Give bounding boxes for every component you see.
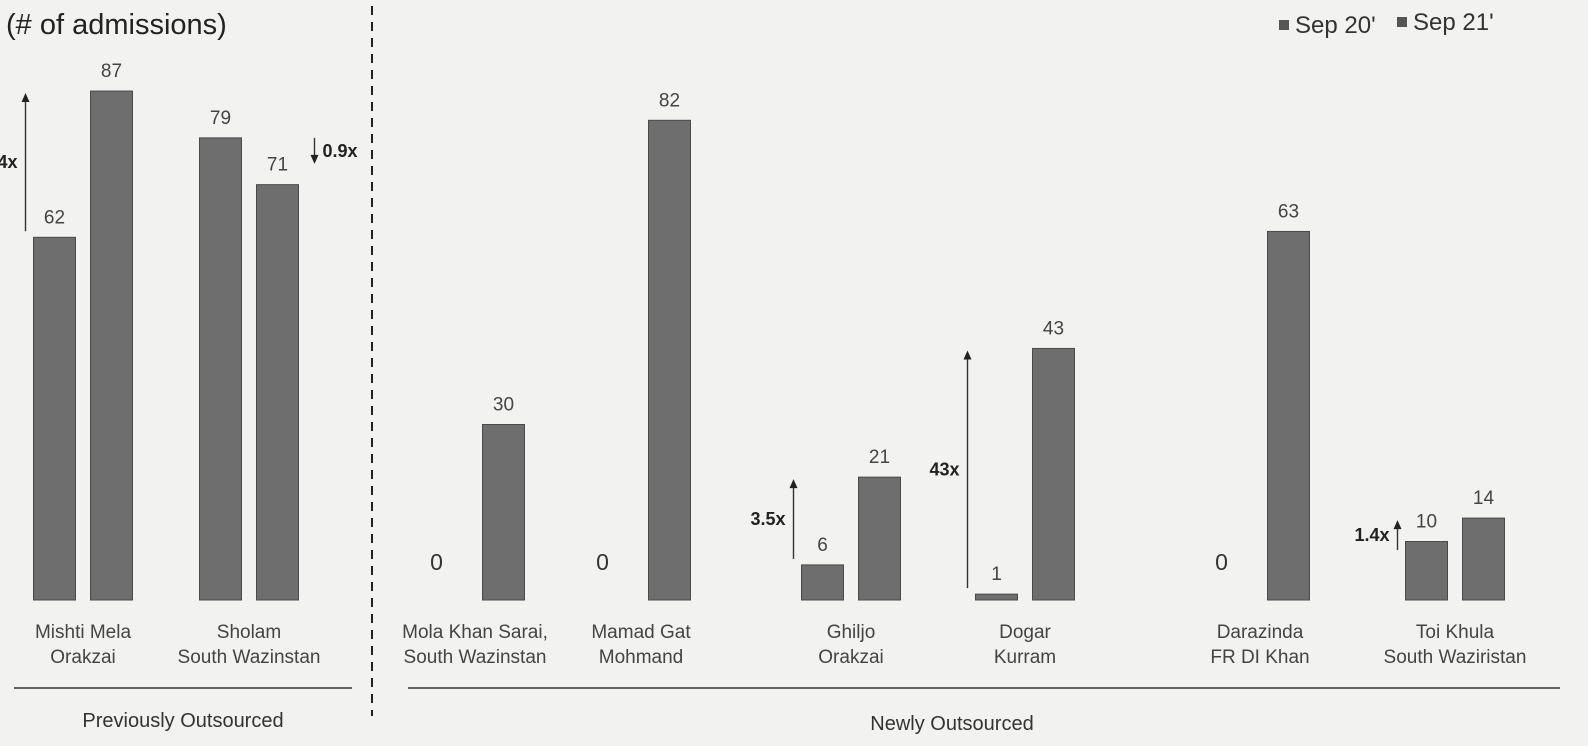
value-label-sep21-g0-c0: 87 bbox=[101, 61, 122, 82]
legend-swatch-sep20 bbox=[1279, 20, 1289, 30]
value-label-sep20-g1-c2: 6 bbox=[817, 535, 828, 556]
arrow-head-g0-c1 bbox=[310, 154, 319, 164]
bar-sep20-g0-c0 bbox=[33, 236, 76, 601]
value-label-sep20-g1-c3: 1 bbox=[991, 564, 1002, 585]
value-label-sep21-g1-c2: 21 bbox=[869, 447, 890, 468]
multiplier-label-g0-c0: 1.4x bbox=[0, 152, 18, 172]
category-label-line1-g1-c0: Mola Khan Sarai, bbox=[402, 622, 548, 643]
arrow-head-g0-c0 bbox=[21, 93, 30, 103]
bar-sep20-g0-c1 bbox=[199, 137, 242, 601]
legend-swatch-sep21 bbox=[1397, 17, 1407, 27]
bar-sep21-g0-c1 bbox=[256, 184, 299, 601]
bar-sep20-g1-c3 bbox=[975, 593, 1018, 601]
multiplier-label-g1-c3: 43x bbox=[929, 459, 959, 479]
category-label-line1-g1-c2: Ghiljo bbox=[827, 622, 876, 643]
category-label-line2-g1-c3: Kurram bbox=[994, 647, 1056, 668]
category-label-line2-g0-c1: South Wazinstan bbox=[178, 647, 321, 668]
bar-sep21-g1-c2 bbox=[858, 476, 901, 601]
value-label-sep20-g0-c0: 62 bbox=[44, 207, 65, 228]
group-label-newly: Newly Outsourced bbox=[870, 713, 1033, 735]
value-label-sep20-g0-c1: 79 bbox=[210, 108, 231, 129]
value-label-sep21-g1-c4: 63 bbox=[1278, 201, 1299, 222]
category-label-line1-g0-c1: Sholam bbox=[217, 622, 281, 643]
value-label-sep21-g1-c0: 30 bbox=[493, 395, 514, 416]
value-label-sep21-g1-c1: 82 bbox=[659, 90, 680, 111]
value-label-sep20-g1-c1: 0 bbox=[596, 549, 609, 575]
arrow-head-g1-c2 bbox=[789, 479, 798, 489]
category-label-line2-g1-c5: South Waziristan bbox=[1384, 647, 1527, 668]
bar-sep21-g1-c1 bbox=[648, 119, 691, 601]
legend-label-sep21: Sep 21' bbox=[1413, 9, 1494, 36]
bar-sep21-g1-c5 bbox=[1462, 517, 1505, 601]
category-label-line2-g1-c1: Mohmand bbox=[599, 647, 684, 668]
value-label-sep21-g1-c3: 43 bbox=[1043, 318, 1064, 339]
category-label-line2-g1-c4: FR DI Khan bbox=[1210, 647, 1309, 668]
bar-sep20-g1-c5 bbox=[1405, 541, 1448, 601]
category-label-line1-g1-c4: Darazinda bbox=[1217, 622, 1304, 643]
category-label-line1-g0-c0: Mishti Mela bbox=[35, 622, 132, 643]
y-axis-label: (# of admissions) bbox=[6, 9, 227, 41]
value-label-sep21-g0-c1: 71 bbox=[267, 155, 288, 176]
multiplier-label-g0-c1: 0.9x bbox=[323, 141, 358, 161]
bars-layer: 62 87 Mishti Mela Orakzai 1.4x 79 71 Sholam Sout… bbox=[0, 61, 1526, 668]
legend-label-sep20: Sep 20' bbox=[1295, 12, 1376, 39]
bar-sep21-g1-c0 bbox=[482, 424, 525, 601]
bar-sep20-g1-c2 bbox=[801, 564, 844, 601]
value-label-sep20-g1-c4: 0 bbox=[1215, 549, 1228, 575]
category-label-line1-g1-c1: Mamad Gat bbox=[591, 622, 691, 643]
arrow-head-g1-c3 bbox=[963, 350, 972, 360]
category-label-line2-g1-c2: Orakzai bbox=[818, 647, 883, 668]
category-label-line1-g1-c3: Dogar bbox=[999, 622, 1051, 643]
category-label-line1-g1-c5: Toi Khula bbox=[1416, 622, 1495, 643]
category-label-line2-g0-c0: Orakzai bbox=[50, 647, 115, 668]
multiplier-label-g1-c2: 3.5x bbox=[750, 509, 785, 529]
category-label-line2-g1-c0: South Wazinstan bbox=[404, 647, 547, 668]
legend: Sep 20' Sep 21' bbox=[1279, 9, 1494, 39]
bar-sep21-g1-c4 bbox=[1267, 230, 1310, 601]
value-label-sep20-g1-c0: 0 bbox=[430, 549, 443, 575]
group-label-previously: Previously Outsourced bbox=[82, 710, 283, 732]
value-label-sep20-g1-c5: 10 bbox=[1416, 512, 1437, 533]
bar-sep21-g0-c0 bbox=[90, 90, 133, 601]
bar-sep21-g1-c3 bbox=[1032, 347, 1075, 601]
multiplier-label-g1-c5: 1.4x bbox=[1354, 525, 1389, 545]
arrow-head-g1-c5 bbox=[1393, 520, 1402, 530]
value-label-sep21-g1-c5: 14 bbox=[1473, 488, 1495, 509]
